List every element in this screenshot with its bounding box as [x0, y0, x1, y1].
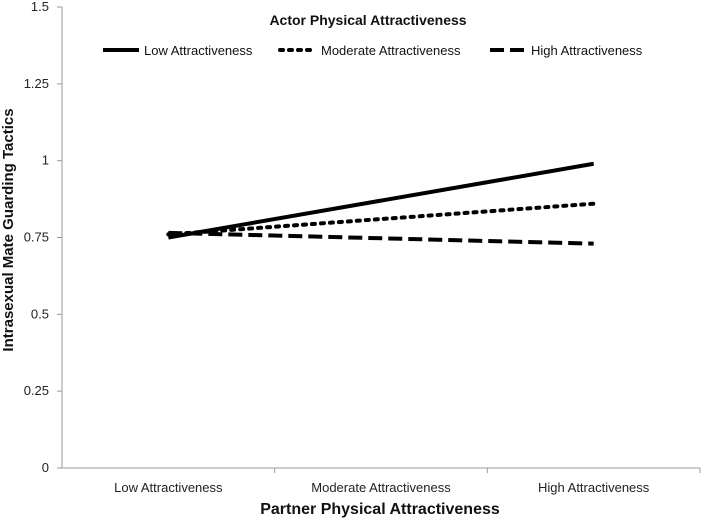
series-line-dashed [168, 230, 594, 246]
y-tick-label: 1.5 [31, 0, 49, 14]
x-axis-title: Partner Physical Attractiveness [260, 501, 500, 518]
legend-label: High Attractiveness [531, 43, 643, 58]
series-lines [166, 161, 596, 246]
y-tick-label: 0 [42, 460, 49, 475]
legend-label: Low Attractiveness [144, 43, 253, 58]
x-tick-label: Low Attractiveness [114, 480, 223, 495]
y-tick-label: 0.25 [24, 383, 49, 398]
legend-label: Moderate Attractiveness [321, 43, 461, 58]
series-line-solid [167, 161, 595, 240]
y-tick-label: 1.25 [24, 76, 49, 91]
series-line-dotted [166, 201, 596, 237]
x-tick-label: High Attractiveness [538, 480, 650, 495]
chart-title: Actor Physical Attractiveness [269, 12, 466, 28]
ticks: 0 0.25 0.5 0.75 1 1.25 1.5 Low Attractiveness Mo… [24, 0, 701, 495]
y-axis-title: Intrasexual Mate Guarding Tactics [0, 108, 17, 351]
legend: Low Attractiveness Moderate Attractivenes… [103, 43, 643, 58]
x-tick-label: Moderate Attractiveness [311, 480, 451, 495]
y-tick-label: 1 [42, 153, 49, 168]
y-tick-label: 0.75 [24, 230, 49, 245]
y-tick-label: 0.5 [31, 306, 49, 321]
